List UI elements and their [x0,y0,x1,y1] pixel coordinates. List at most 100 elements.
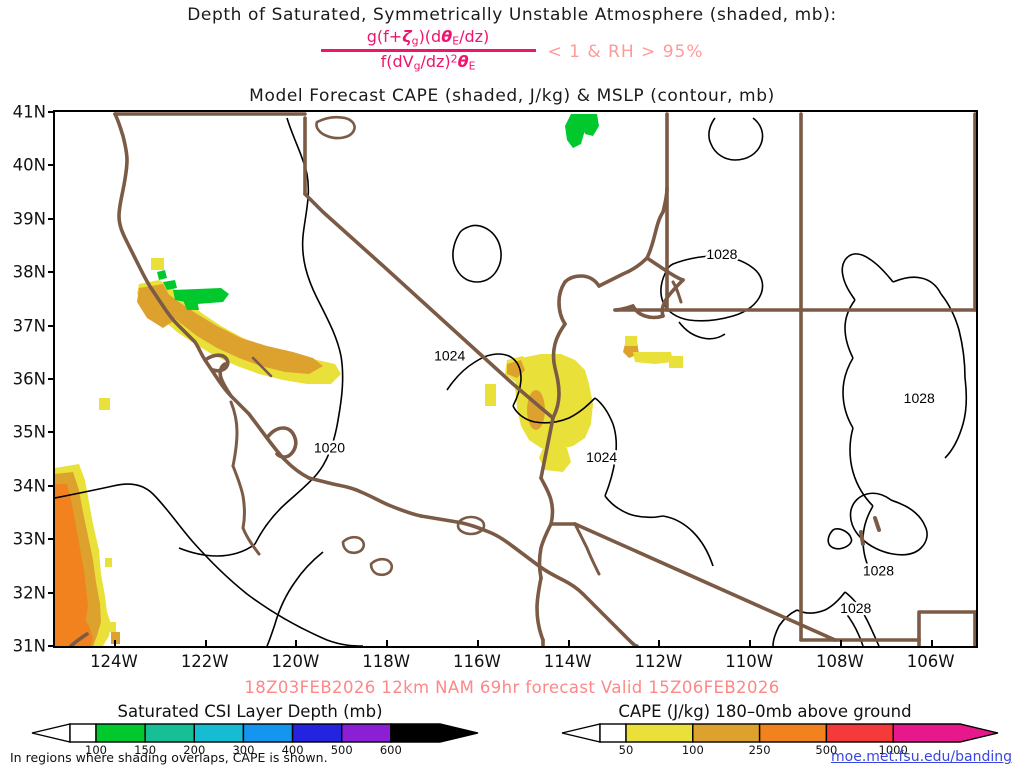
lat-label-36N: 36N [12,369,46,389]
lon-label-118W: 118W [362,652,411,671]
cape-shading-layer [55,258,683,646]
lon-tick [749,640,752,648]
cape-colorbar-min-arrow [561,723,601,743]
lat-label-38N: 38N [12,262,46,282]
csi-colorbar-tick-400: 400 [281,743,304,757]
mslp-label-halo: 1028 [904,390,935,406]
csi-colorbar-swatch-0[interactable] [95,723,146,743]
source-url-link[interactable]: moe.met.fsu.edu/banding [831,749,1012,765]
cape-colorbar-swatch-4[interactable] [892,723,999,743]
lon-tick [658,640,661,648]
csi-colorbar-tick-600: 600 [379,743,402,757]
lat-label-34N: 34N [12,476,46,496]
lat-label-32N: 32N [12,583,46,603]
mslp-contour-label: 1028 [706,246,737,262]
lat-label-37N: 37N [12,316,46,336]
csi-colorbar-tick-200: 200 [183,743,206,757]
mslp-label-halo: 1028 [863,563,894,579]
formula-fraction: g(f+ζg)(dθE/dz) f(dVg/dz)2θE [320,27,536,72]
csi-colorbar-min-arrow [31,723,71,743]
lon-tick [386,640,389,648]
formula-condition: < 1 & RH > 95% [547,42,704,63]
lat-tick [48,484,55,487]
cape-colorbar-ticks: 50 100 250 500 1000 [560,743,1000,757]
lon-label-110W: 110W [725,652,774,671]
lon-tick [113,640,116,648]
mslp-contour-label: 1024 [434,347,465,363]
cape-colorbar-swatch-0[interactable] [625,723,694,743]
csi-shading-layer [157,114,599,310]
formula-divider [320,48,536,52]
csi-colorbar-title: Saturated CSI Layer Depth (mb) [117,702,383,721]
lat-tick [48,324,55,327]
cape-colorbar-tick-50: 50 [618,743,634,757]
cape-colorbar-title: CAPE (J/kg) 180–0mb above ground [618,702,912,721]
lon-label-116W: 116W [453,652,501,671]
lat-label-31N: 31N [12,636,46,656]
csi-colorbar-tick-100: 100 [85,743,107,757]
csi-colorbar-tick-500: 500 [330,743,353,757]
csi-colorbar-below-min-swatch [69,723,97,743]
lat-tick [48,645,55,647]
lon-tick [930,640,933,648]
lon-label-106W: 106W [906,652,955,671]
lat-tick [48,217,55,220]
mslp-label-halo: 1028 [706,246,737,262]
csi-colorbar-swatch-1[interactable] [144,723,195,743]
csi-colorbar-swatch-3[interactable] [242,723,294,743]
csi-criterion-formula: g(f+ζg)(dθE/dz) f(dVg/dz)2θE < 1 & RH > … [0,28,1024,72]
mslp-contour-label: 1028 [904,390,935,406]
forecast-valid-line: 18Z03FEB2026 12km NAM 69hr forecast Vali… [244,678,780,697]
lon-tick [476,640,479,648]
csi-colorbar-tick-300: 300 [232,743,255,757]
lat-tick [48,111,55,113]
csi-colorbar-swatch-5[interactable] [341,723,392,743]
csi-colorbar-ticks: 100 150 200 300 400 500 600 [30,743,480,757]
lat-tick [48,164,55,167]
cape-colorbar-tick-1000: 1000 [878,743,908,757]
mslp-label-halo: 1028 [840,600,871,616]
lat-label-35N: 35N [12,422,46,442]
lat-label-33N: 33N [12,529,46,549]
lon-label-124W: 124W [90,652,138,671]
lat-tick [48,378,55,380]
political-boundary-layer [69,112,976,646]
cape-colorbar-swatch-3[interactable] [825,723,894,743]
cape-colorbar-swatch-2[interactable] [758,723,828,743]
csi-colorbar-swatch-6[interactable] [390,723,479,743]
lat-label-41N: 41N [12,102,46,122]
lon-label-114W: 114W [543,652,592,671]
cape-colorbar-tick-100: 100 [681,743,704,757]
formula-denominator: f(dVg/dz)2θE [380,51,476,72]
lat-label-39N: 39N [12,209,46,229]
lon-label-120W: 120W [271,652,320,671]
cape-colorbar-below-min-swatch [599,723,627,743]
lat-tick [48,271,55,274]
lat-tick [48,431,55,434]
overlap-note: In regions where shading overlaps, CAPE … [10,750,328,765]
map-plot-area[interactable]: 1028 1028 1024 1024 1020 1020 1024 1024 1028 1028… [53,110,978,648]
csi-colorbar-tick-150: 150 [134,743,157,757]
page-subtitle: Model Forecast CAPE (shaded, J/kg) & MSL… [249,86,775,106]
cape-colorbar-swatch-1[interactable] [692,723,761,743]
lon-tick [295,640,298,648]
cape-colorbar[interactable] [560,723,1000,743]
cape-colorbar-tick-250: 250 [748,743,771,757]
mslp-contour-label: 1028 [840,600,871,616]
lon-tick [204,640,207,648]
csi-colorbar[interactable] [30,723,480,743]
lon-label-108W: 108W [815,652,864,671]
mslp-contour-label: 1020 [314,440,345,456]
csi-colorbar-swatch-4[interactable] [291,723,343,743]
lat-label-40N: 40N [12,155,46,175]
lat-tick [48,538,55,541]
mslp-label-halo: 1020 [314,440,345,456]
mslp-label-halo: 1024 [434,347,465,363]
mslp-contour-label: 1024 [586,449,617,465]
page-title: Depth of Saturated, Symmetrically Unstab… [187,5,837,25]
latitude-axis: 41N 40N 39N 38N 37N 36N 35N 34N 33N 32N 31N [0,0,55,768]
csi-colorbar-swatch-2[interactable] [193,723,245,743]
formula-numerator: g(f+ζg)(dθE/dz) [366,27,490,48]
lon-tick [567,640,570,648]
